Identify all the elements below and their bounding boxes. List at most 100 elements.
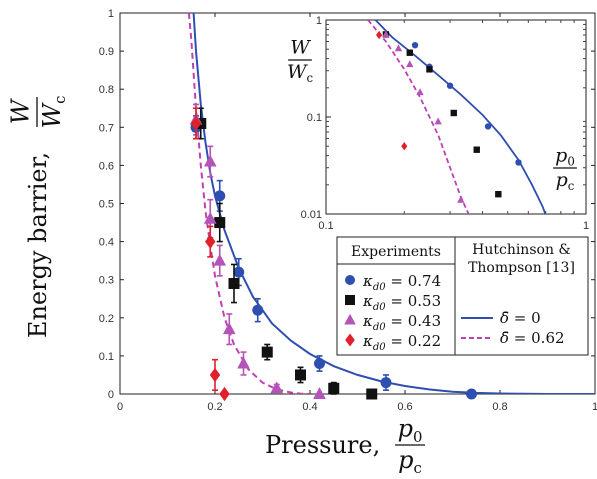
data-point (328, 382, 340, 394)
inset-y-tick-label: 1 (316, 15, 322, 27)
data-point (313, 387, 326, 399)
data-point (252, 304, 264, 316)
inset-x-tick-label: 1 (583, 220, 589, 232)
legend-experiment-label: κd0 = 0.43 (362, 312, 441, 333)
inset-xlabel-denominator-sub: c (568, 179, 575, 193)
inset-data-point (484, 123, 492, 130)
legend-symbol: δ̄ (500, 329, 509, 347)
xlabel-denominator-sub: c (414, 459, 422, 477)
inset-data-point (515, 159, 522, 166)
xlabel-numerator-sub: 0 (413, 428, 422, 446)
data-point (222, 322, 236, 335)
legend: Experiments Hutchinson & Thompson [13] κd0 … (336, 236, 589, 356)
y-axis-label: Energy barrier, (24, 152, 52, 338)
inset-ylabel-denominator-sub: c (306, 71, 313, 85)
xlabel-numerator: p0 (398, 415, 423, 446)
inset-data-point (446, 82, 454, 89)
inset-x-tick-label: 0.1 (318, 220, 333, 232)
x-tick-label: 0 (117, 401, 123, 413)
legend-symbol: δ̄ (500, 309, 509, 327)
series-diamond (190, 107, 230, 402)
legend-experiment-label: κd0 = 0.74 (362, 272, 441, 293)
inset-data-point (406, 60, 414, 68)
x-tick-label: 0.6 (397, 401, 412, 413)
data-point (295, 369, 306, 381)
data-point (314, 358, 325, 370)
legend-experiments-title: Experiments (351, 244, 441, 260)
inset-y-tick-label: 0.01 (301, 209, 322, 221)
ylabel-numerator: W (7, 97, 35, 124)
data-point (205, 234, 216, 249)
inset-data-point (434, 117, 442, 125)
ylabel-denominator: Wc (38, 95, 69, 128)
inset-data-point (376, 30, 383, 40)
inset-data-point (495, 191, 502, 198)
legend-subscript: d0 (373, 322, 386, 333)
y-axis-fraction: W Wc (7, 95, 69, 128)
inset-data-point (416, 88, 424, 96)
inset-data-point (382, 30, 390, 38)
inset-ylabel-denominator: Wc (287, 61, 314, 85)
data-point (209, 367, 221, 383)
data-point (219, 386, 230, 402)
data-point (203, 211, 217, 224)
data-point (233, 266, 245, 278)
data-point (203, 154, 217, 167)
legend-experiment-label: κd0 = 0.22 (362, 332, 441, 353)
legend-marker (345, 333, 355, 347)
x-tick-label: 1 (592, 401, 597, 413)
legend-value: = 0.22 (386, 332, 442, 350)
series-square (195, 107, 378, 400)
inset-y-tick-label: 0.1 (307, 112, 322, 124)
inset-data-point (473, 146, 480, 153)
x-tick-label: 0.2 (207, 401, 222, 413)
y-tick-label: 1 (108, 8, 114, 20)
legend-theory-title: Hutchinson & (472, 242, 571, 258)
inset-data-point (406, 49, 413, 56)
legend-box (336, 236, 589, 356)
data-point (380, 377, 392, 389)
legend-theory-title-2: Thompson [13] (468, 260, 575, 276)
inset-data-point (426, 66, 433, 73)
data-point (366, 388, 378, 400)
main-plot: 0 0.2 0.4 0.6 0.8 1 0 0.1 0.2 0.3 0.4 0.5 0.6 0.7 0.8 0… (99, 8, 597, 413)
y-tick-label: 0.1 (99, 351, 114, 363)
inset-data-point (450, 109, 457, 117)
data-point (214, 217, 226, 229)
inset-xlabel-numerator-sub: 0 (567, 155, 575, 169)
legend-symbol: κ (362, 332, 373, 350)
ylabel-denominator-sub: c (51, 95, 69, 103)
y-tick-label: 0 (108, 389, 114, 401)
legend-marker (345, 275, 355, 285)
data-point (213, 253, 227, 266)
legend-symbol: κ (362, 272, 373, 290)
y-tick-label: 0.8 (99, 84, 114, 96)
x-axis-label: Pressure, (265, 431, 380, 459)
data-point (466, 388, 477, 400)
legend-subscript: d0 (373, 282, 386, 293)
legend-marker (345, 295, 355, 305)
legend-subscript: d0 (373, 342, 386, 353)
y-tick-label: 0.6 (99, 160, 114, 172)
legend-value: = 0 (509, 309, 541, 327)
x-tick-label: 0.4 (302, 401, 317, 413)
legend-value: = 0.74 (386, 272, 442, 290)
inset-ylabel-numerator: W (290, 36, 311, 58)
data-point (214, 190, 226, 202)
y-tick-label: 0.9 (99, 46, 114, 58)
data-point (237, 356, 250, 369)
legend-symbol: κ (362, 292, 373, 310)
y-tick-label: 0.7 (99, 122, 114, 134)
legend-theory-label: δ̄ = 0 (500, 309, 541, 327)
legend-experiment-label: κd0 = 0.53 (362, 292, 441, 313)
data-point (228, 278, 240, 290)
x-tick-label: 0.8 (492, 401, 507, 413)
inset-data-point (394, 44, 403, 52)
y-tick-label: 0.3 (99, 275, 114, 287)
legend-symbol: κ (362, 312, 373, 330)
legend-theory-label: δ̄ = 0.62 (500, 329, 565, 347)
legend-marker (344, 313, 356, 325)
